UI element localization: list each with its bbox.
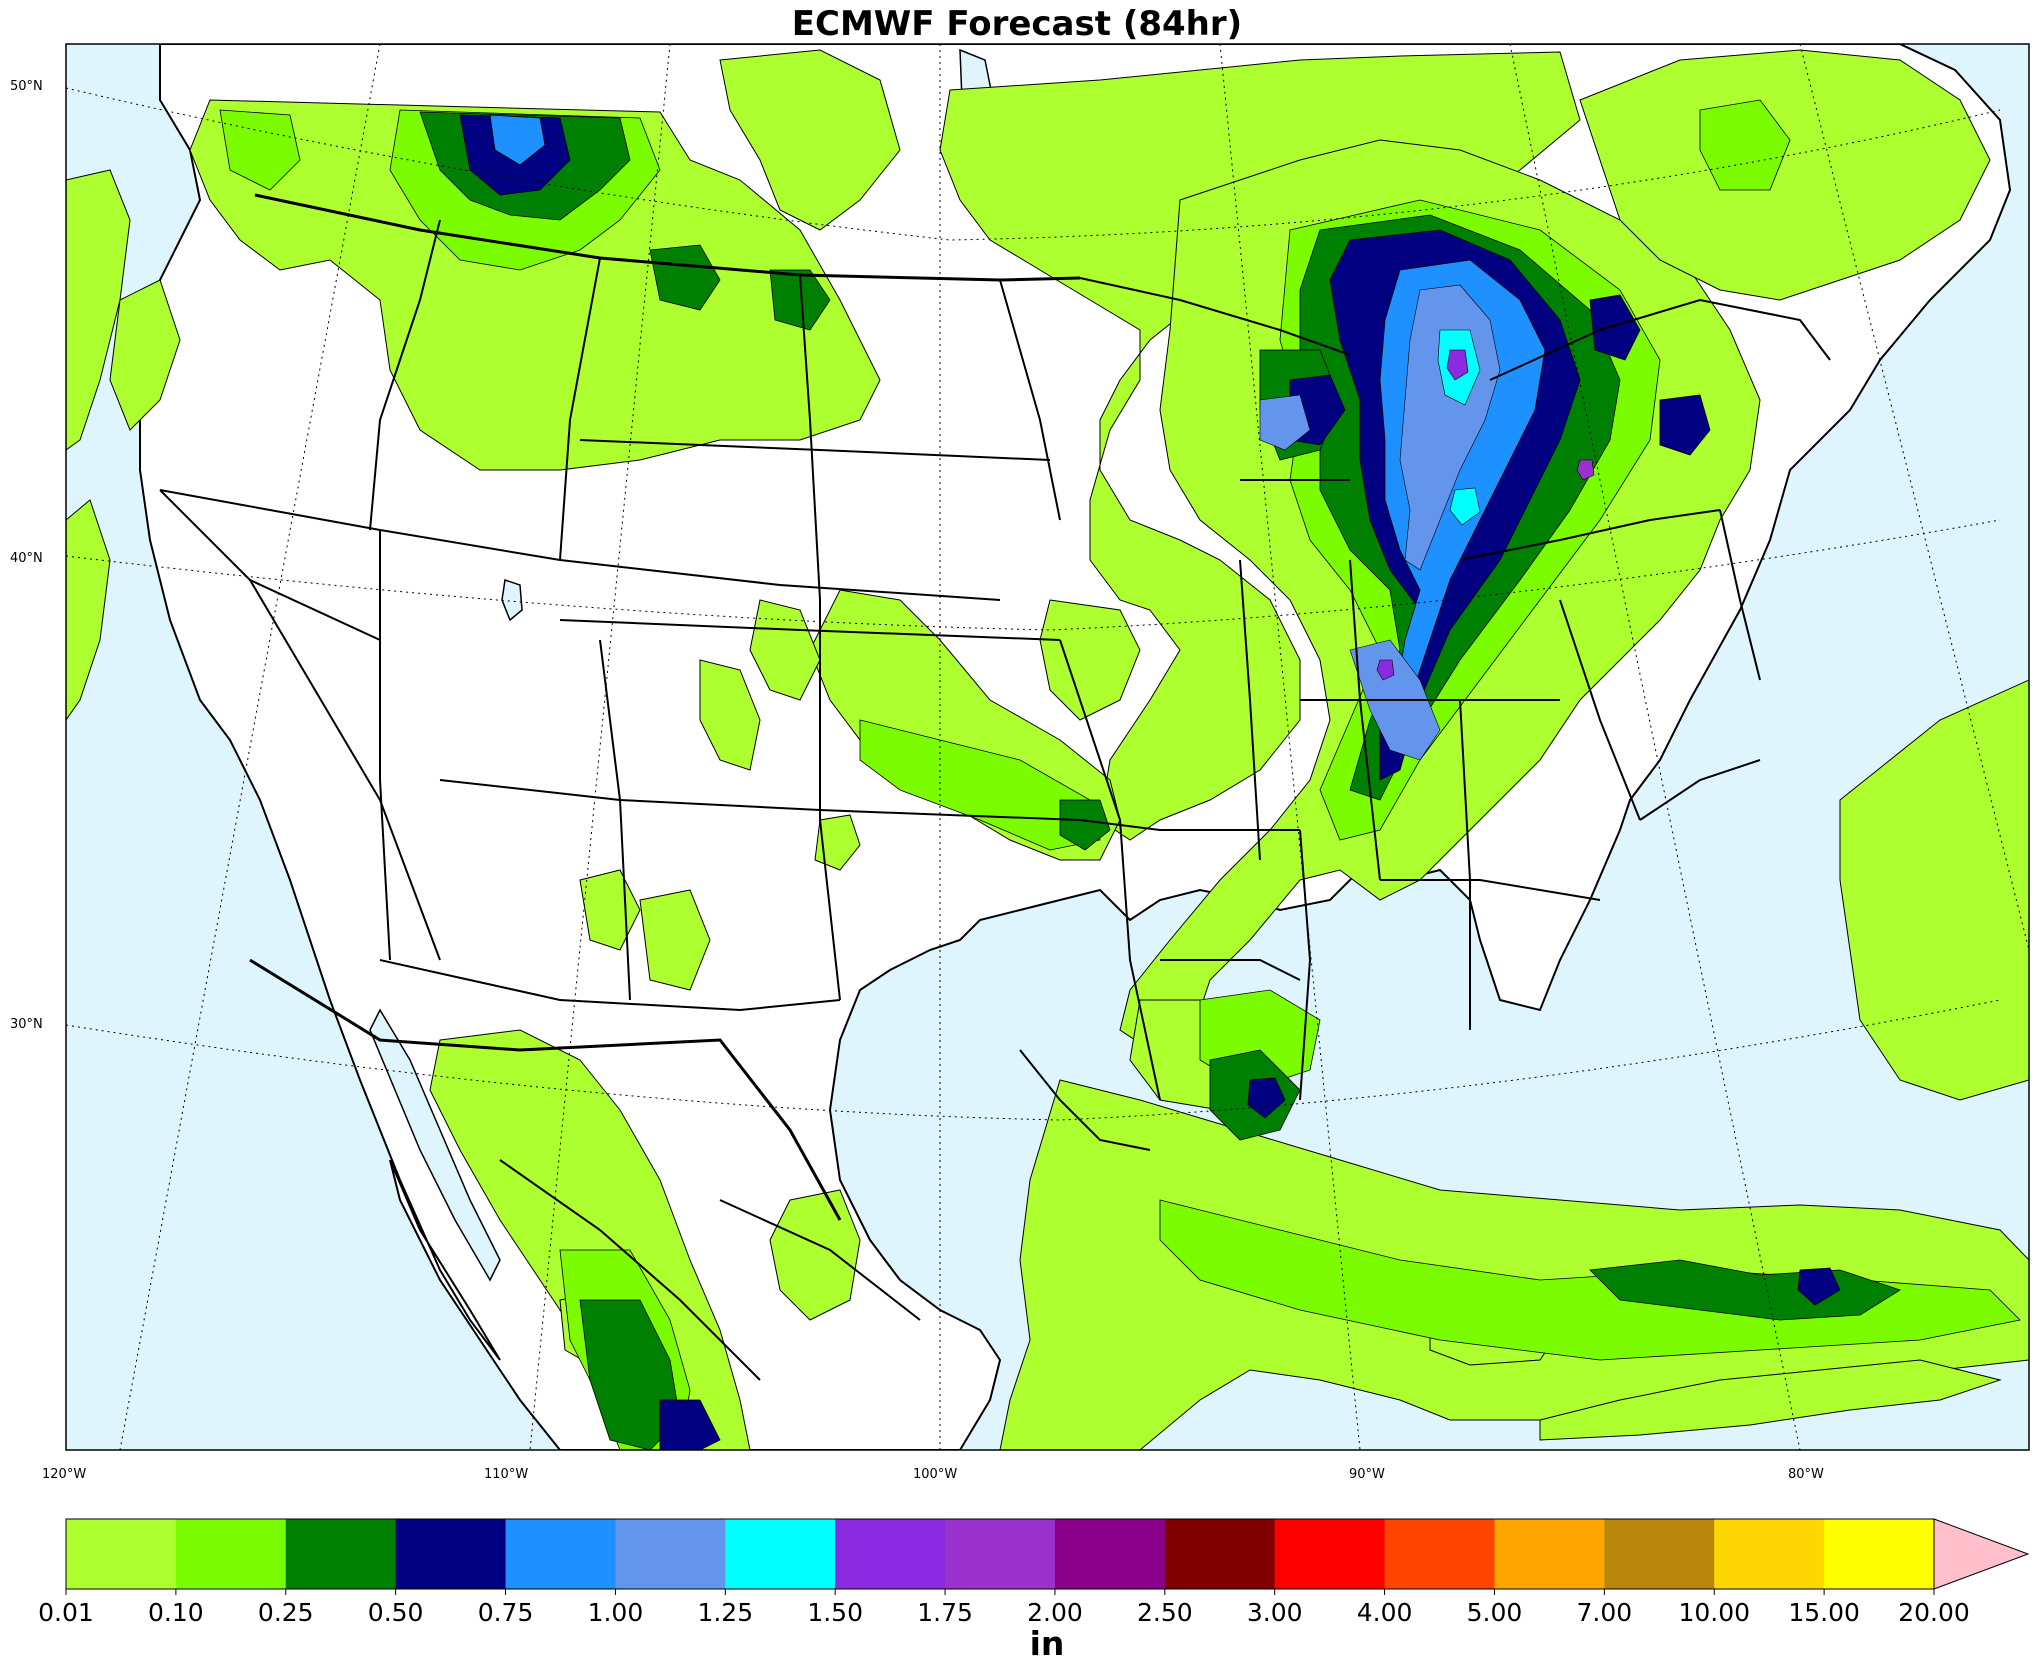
colorbar-swatch	[1604, 1519, 1715, 1589]
colorbar-tick-label: 10.00	[1678, 1598, 1750, 1627]
colorbar-tick-label: 1.75	[917, 1598, 973, 1627]
political-boundaries	[159, 193, 1831, 1381]
lon-label-120: 120°W	[42, 1467, 86, 1482]
colorbar-swatch	[285, 1519, 397, 1589]
great-salt-lake	[501, 579, 523, 622]
colorbar-tick-label: 0.25	[258, 1598, 314, 1627]
colorbar-tick-label: 1.25	[697, 1598, 753, 1627]
colorbar-swatch	[1714, 1519, 1825, 1589]
colorbar-swatch	[725, 1519, 836, 1589]
colorbar-outline	[65, 1518, 1934, 1590]
colorbar-swatch	[66, 1519, 177, 1589]
colorbar-unit: in	[1030, 1624, 1065, 1663]
precipitation-shading	[66, 49, 2029, 1450]
lat-label-40: 40°N	[10, 551, 43, 566]
colorbar-tick-label: 0.50	[368, 1598, 424, 1627]
colorbar-tick-label: 1.50	[807, 1598, 863, 1627]
colorbar-swatch	[1164, 1519, 1276, 1589]
map-title: ECMWF Forecast (84hr)	[791, 4, 1243, 44]
lon-label-110: 110°W	[484, 1467, 528, 1482]
colorbar: 0.01 0.10 0.25 0.50 0.75 1.00 1.25 1.50 1.75 2.00…	[38, 1518, 2030, 1663]
colorbar-tick-label: 0.10	[148, 1598, 204, 1627]
colorbar-tick-label: 2.50	[1137, 1598, 1193, 1627]
colorbar-extend-arrow	[1933, 1518, 2030, 1590]
colorbar-swatch	[1824, 1519, 1935, 1589]
colorbar-tick-label: 3.00	[1247, 1598, 1303, 1627]
colorbar-swatch	[1494, 1519, 1605, 1589]
lat-label-30: 30°N	[10, 1017, 43, 1032]
colorbar-tick-label: 20.00	[1898, 1598, 1970, 1627]
lon-label-100: 100°W	[913, 1467, 957, 1482]
colorbar-swatches	[65, 1518, 2030, 1590]
gulf-of-california	[369, 1008, 501, 1282]
colorbar-tick-label: 15.00	[1788, 1598, 1860, 1627]
colorbar-swatch	[395, 1519, 507, 1589]
colorbar-tick-label: 2.00	[1027, 1598, 1083, 1627]
colorbar-swatch	[175, 1519, 287, 1589]
colorbar-swatch	[835, 1519, 946, 1589]
map-frame	[65, 43, 2030, 1451]
colorbar-tick-label: 1.00	[588, 1598, 644, 1627]
colorbar-swatch	[615, 1519, 726, 1589]
colorbar-tick-label: 0.75	[478, 1598, 534, 1627]
colorbar-swatch	[1274, 1519, 1386, 1589]
colorbar-tick-label: 7.00	[1577, 1598, 1633, 1627]
map-area	[66, 44, 2029, 1450]
lon-label-80: 80°W	[1788, 1467, 1824, 1482]
colorbar-swatch	[505, 1519, 616, 1589]
latitude-labels: 50°N 40°N 30°N	[10, 79, 43, 1032]
lon-label-90: 90°W	[1349, 1467, 1385, 1482]
colorbar-tick-label: 5.00	[1467, 1598, 1523, 1627]
colorbar-tick-label: 0.01	[38, 1598, 94, 1627]
colorbar-swatch	[1054, 1519, 1166, 1589]
colorbar-tick-label: 4.00	[1357, 1598, 1413, 1627]
graticule	[66, 44, 2029, 1450]
colorbar-ticks: 0.01 0.10 0.25 0.50 0.75 1.00 1.25 1.50 1.75 2.00…	[38, 1589, 1970, 1627]
colorbar-swatch	[945, 1519, 1056, 1589]
lat-label-50: 50°N	[10, 79, 43, 94]
longitude-labels: 120°W 110°W 100°W 90°W 80°W	[42, 1467, 1824, 1482]
colorbar-swatch	[1384, 1519, 1495, 1589]
